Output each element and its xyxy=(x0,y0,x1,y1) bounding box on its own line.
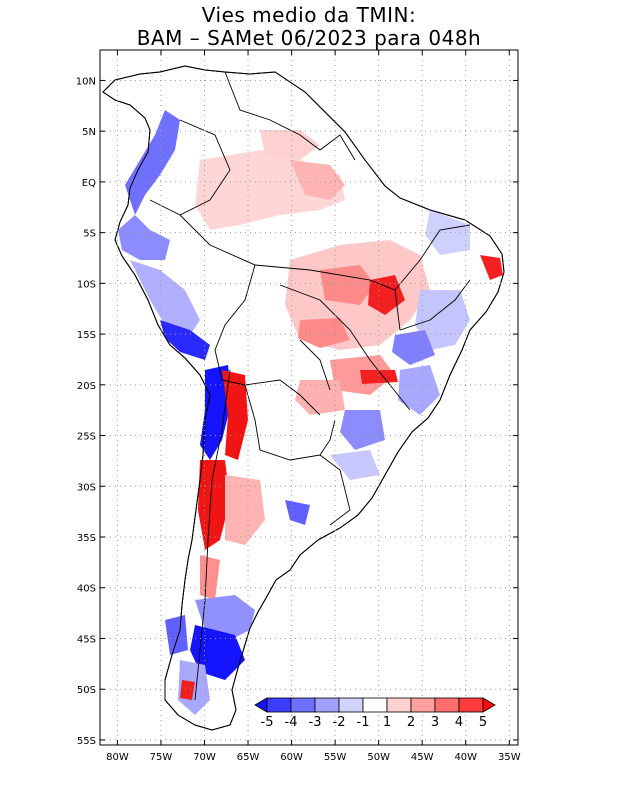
lon-tick-label: 70W xyxy=(193,752,216,763)
anomaly-patch xyxy=(290,160,345,200)
anomaly-patch xyxy=(360,370,398,384)
colorbar-swatch xyxy=(386,697,412,713)
anomaly-patch xyxy=(225,475,265,545)
colorbar-label: -2 xyxy=(333,715,346,730)
anomaly-patch xyxy=(295,380,345,415)
lon-tick-label: 75W xyxy=(150,752,173,763)
colorbar-swatch xyxy=(338,697,364,713)
border xyxy=(224,71,356,161)
anomaly-patch xyxy=(200,365,232,460)
colorbar-label: -3 xyxy=(309,715,322,730)
lat-tick-label: 20S xyxy=(77,381,96,392)
colorbar: -5 -4 -3 -2 -1 1 2 3 4 5 xyxy=(254,697,496,730)
border xyxy=(299,339,331,391)
anomaly-patch xyxy=(330,450,380,480)
lat-tick-label: 45S xyxy=(77,634,96,645)
anomaly-patch xyxy=(415,290,470,350)
anomaly-patch xyxy=(260,130,320,160)
colorbar-swatch xyxy=(266,697,292,713)
map-frame xyxy=(99,49,519,746)
anomaly-patch xyxy=(320,265,375,305)
colorbar-swatch xyxy=(290,697,316,713)
gridlines xyxy=(100,50,518,745)
colorbar-label: 3 xyxy=(431,715,439,730)
colorbar-label: -1 xyxy=(357,715,370,730)
bias-field xyxy=(118,110,503,715)
border xyxy=(244,384,351,526)
lat-tick-label: 55S xyxy=(77,736,96,747)
border xyxy=(394,224,471,291)
colorbar-label: -5 xyxy=(261,715,274,730)
anomaly-patch xyxy=(340,410,385,450)
country-borders xyxy=(149,71,471,701)
border xyxy=(319,419,336,456)
lat-tick-label: EQ xyxy=(82,178,96,189)
colorbar-label: 1 xyxy=(383,715,391,730)
colorbar-swatch xyxy=(362,697,388,713)
border xyxy=(194,369,231,701)
lat-tick-label: 15S xyxy=(77,330,96,341)
anomaly-patch xyxy=(368,275,405,315)
border xyxy=(149,119,231,216)
border xyxy=(214,264,321,416)
lat-tick-label: 35S xyxy=(77,533,96,544)
lon-tick-label: 40W xyxy=(454,752,477,763)
lon-tick-label: 55W xyxy=(324,752,347,763)
lon-tick-label: 50W xyxy=(367,752,390,763)
anomaly-patch xyxy=(198,460,230,550)
lon-tick-label: 65W xyxy=(237,752,260,763)
map-subtitle: BAM – SAMet 06/2023 para 048h xyxy=(136,26,482,50)
colorbar-label: 2 xyxy=(407,715,415,730)
colorbar-swatch xyxy=(410,697,436,713)
lat-tick-label: 25S xyxy=(77,432,96,443)
anomaly-patch xyxy=(118,215,170,260)
anomaly-patch xyxy=(285,500,310,525)
colorbar-label: 5 xyxy=(479,715,487,730)
anomaly-patch xyxy=(200,555,220,600)
anomaly-patch xyxy=(160,320,210,360)
anomaly-patch xyxy=(480,255,503,280)
colorbar-right-arrow xyxy=(482,697,496,713)
border xyxy=(399,279,471,331)
anomaly-patch xyxy=(392,330,435,365)
lat-tick-label: 50S xyxy=(77,685,96,696)
lon-tick-label: 80W xyxy=(106,752,129,763)
lon-tick-label: 60W xyxy=(280,752,303,763)
coastline xyxy=(102,65,505,731)
anomaly-patch xyxy=(298,318,350,348)
anomaly-patch xyxy=(222,370,248,460)
lat-tick-label: 10N xyxy=(76,76,96,87)
anomaly-patch xyxy=(165,615,188,655)
map-axes: 10N 5N EQ 5S 10S 15S 20S 25S 30S 35S 40S 45S 50S 55S 8… xyxy=(76,50,521,763)
lon-tick-label: 35W xyxy=(498,752,521,763)
anomaly-patch xyxy=(180,680,195,700)
lat-tick-label: 30S xyxy=(77,482,96,493)
anomaly-patch xyxy=(425,210,470,255)
lon-tick-label: 45W xyxy=(411,752,434,763)
lat-tick-label: 10S xyxy=(77,279,96,290)
colorbar-label: -4 xyxy=(285,715,298,730)
anomaly-patch xyxy=(125,110,180,215)
anomaly-patch xyxy=(130,260,200,335)
anomaly-patch xyxy=(398,365,440,415)
map-title: Vies medio da TMIN: xyxy=(201,3,417,27)
border xyxy=(279,284,411,411)
lat-tick-label: 5S xyxy=(83,229,96,240)
colorbar-swatch xyxy=(434,697,460,713)
colorbar-swatch xyxy=(314,697,340,713)
colorbar-swatch xyxy=(458,697,484,713)
lat-tick-label: 5N xyxy=(82,127,96,138)
colorbar-label: 4 xyxy=(455,715,463,730)
lat-tick-label: 40S xyxy=(77,584,96,595)
